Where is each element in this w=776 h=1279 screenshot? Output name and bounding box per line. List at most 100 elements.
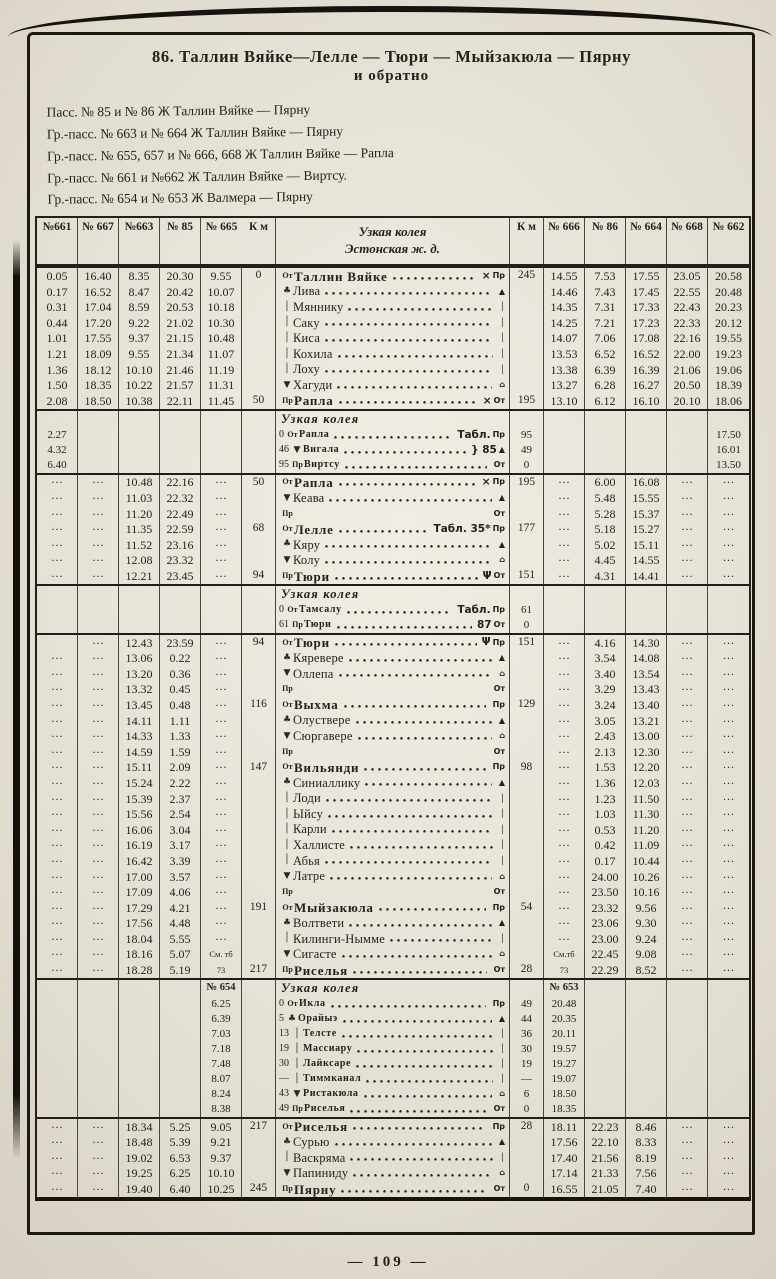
right-marker-icon: От (493, 1184, 505, 1194)
time-cell: 18.09 (78, 346, 119, 362)
stop-marker-icon: ▼ (283, 492, 291, 503)
station-name: Орайыэ (298, 1013, 338, 1025)
stop-marker-icon: ▼ (283, 379, 291, 390)
right-marker-icon: Пр (492, 605, 505, 615)
station-cell: 0 От Тамсалу Табл. Пр (276, 602, 510, 618)
time-cell: ··· (544, 521, 585, 538)
time-cell: ··· (722, 522, 735, 537)
branch-km: — (279, 1073, 289, 1085)
station-cell: 30 │ Лайксаре │ (276, 1056, 510, 1072)
time-cell: 14.08 (626, 650, 667, 666)
time-cell: 22.16 (667, 330, 708, 347)
time-cell: 13.21 (626, 712, 667, 729)
time-cell: 22.23 (585, 1118, 626, 1135)
km-cell-left (242, 457, 276, 473)
time-cell: ··· (37, 837, 78, 854)
stop-marker-icon: │ (294, 1058, 300, 1069)
km-cell-right (510, 712, 544, 729)
station-cell: 61 Пр Тюри 87 От (276, 617, 510, 633)
dot-leader (339, 1032, 494, 1039)
dot-leader (354, 1062, 494, 1069)
time-cell: 10.25 (201, 1181, 242, 1197)
time-cell: ··· (78, 634, 119, 651)
dot-leader (363, 781, 492, 788)
time-cell (585, 410, 626, 428)
time-cell: 3.05 (585, 712, 626, 729)
branch-km: 49 (279, 1103, 289, 1115)
time-cell: 5.18 (585, 521, 626, 538)
page-top-rule (8, 6, 772, 42)
time-cell (667, 1026, 708, 1042)
time-cell: ··· (37, 853, 78, 869)
arrival-departure-label: От (282, 637, 293, 647)
dot-leader (355, 734, 493, 741)
time-cell: 21.56 (585, 1150, 626, 1166)
time-cell: 5.39 (160, 1134, 201, 1151)
km-cell-left (242, 299, 276, 316)
km-cell-left (242, 979, 276, 997)
right-marker-icon: │ (500, 317, 505, 327)
km-cell-left (242, 1026, 276, 1042)
table-row: 1.36 18.12 10.10 21.46 11.19 │ Лоху (37, 361, 749, 378)
km-cell-left: 50 (242, 393, 276, 409)
time-cell: 3.54 (585, 650, 626, 666)
time-cell (626, 585, 667, 603)
time-cell: 6.52 (585, 346, 626, 362)
time-cell (78, 1071, 119, 1087)
time-cell (626, 1011, 667, 1027)
time-cell: 14.41 (626, 568, 667, 584)
time-cell (160, 979, 201, 997)
timetable-section: ··· 12.43 23.59 ··· 94 От Тюри (37, 632, 749, 978)
time-cell (667, 602, 708, 618)
time-cell (160, 1071, 201, 1087)
dot-leader (322, 368, 494, 375)
time-cell: 19.23 (715, 347, 742, 362)
time-cell: 17.00 (119, 868, 160, 885)
time-cell: ··· (201, 821, 242, 838)
dot-leader (346, 656, 492, 663)
time-cell: 14.46 (544, 283, 585, 300)
station-cell: Пр От (276, 505, 510, 522)
timetable-section: 0.05 16.40 8.35 20.30 9.55 0 От Таллин В… (37, 266, 749, 409)
time-cell (37, 585, 78, 603)
line-header-line1: Узкая колея (358, 224, 427, 240)
time-cell (708, 411, 749, 428)
km-cell-right (510, 299, 544, 316)
time-cell: 8.33 (626, 1134, 667, 1151)
table-row: ··· ··· 15.39 2.37 ··· │ Лоди (37, 790, 749, 807)
right-marker-icon: От (493, 571, 505, 580)
time-cell: 19.06 (715, 362, 742, 377)
km-cell-right (510, 837, 544, 854)
branch-km: 0 (279, 604, 284, 616)
time-cell: ··· (722, 760, 735, 775)
right-marker-icon: │ (500, 364, 505, 374)
time-cell (37, 602, 78, 618)
time-cell: 22.29 (585, 962, 626, 978)
time-cell (37, 634, 78, 651)
time-cell: 6.40 (160, 1181, 201, 1197)
stop-marker-icon: ▼ (283, 871, 291, 881)
time-cell: 17.40 (544, 1150, 585, 1166)
time-cell: 3.40 (585, 665, 626, 682)
station-cell: От Рапла × Пр (276, 474, 510, 491)
km-cell-right (510, 315, 544, 331)
time-cell: 13.50 (716, 458, 741, 471)
train-number-header: № 86 (585, 218, 626, 265)
time-cell: № 654 (201, 979, 242, 997)
time-cell (37, 410, 78, 428)
dot-leader (347, 921, 492, 928)
time-cell: 13.38 (544, 361, 585, 378)
station-name: Олуствере (293, 713, 351, 728)
time-cell: 12.20 (626, 759, 667, 776)
time-cell: ··· (544, 790, 585, 807)
time-cell: ··· (544, 681, 585, 698)
time-cell: 11.30 (626, 806, 667, 822)
km-cell-right (510, 1134, 544, 1151)
station-cell: Пр От (276, 743, 510, 760)
arrival-departure-label: Пр (282, 684, 293, 694)
km-cell-left (242, 853, 276, 869)
time-cell: 22.10 (585, 1134, 626, 1151)
time-cell: ··· (722, 569, 735, 583)
dot-leader (355, 1047, 494, 1054)
km-cell-right (510, 806, 544, 822)
